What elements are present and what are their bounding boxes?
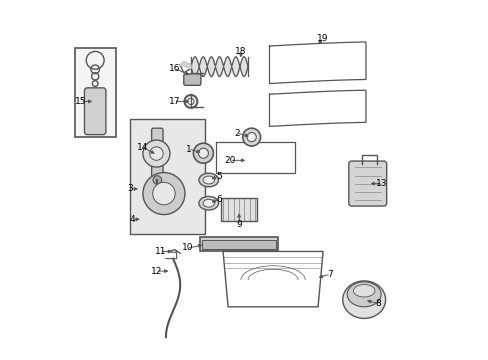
Text: 5: 5: [216, 172, 222, 181]
Ellipse shape: [199, 197, 218, 210]
Text: 4: 4: [129, 215, 135, 224]
Polygon shape: [180, 62, 190, 68]
Text: 3: 3: [127, 184, 133, 193]
Text: 2: 2: [234, 129, 240, 138]
Circle shape: [198, 148, 208, 158]
FancyBboxPatch shape: [348, 161, 386, 206]
Bar: [200, 237, 278, 251]
Text: 18: 18: [235, 47, 246, 56]
Bar: [130, 119, 205, 234]
Text: 7: 7: [326, 270, 332, 279]
Circle shape: [246, 132, 256, 142]
Text: 10: 10: [181, 243, 193, 252]
Text: 9: 9: [236, 220, 242, 229]
Text: 11: 11: [155, 247, 166, 256]
Text: 12: 12: [151, 267, 163, 276]
Ellipse shape: [199, 173, 218, 187]
Text: 17: 17: [168, 97, 180, 106]
Ellipse shape: [353, 284, 374, 297]
Bar: [202, 240, 275, 249]
Text: 19: 19: [317, 35, 328, 44]
Text: 6: 6: [216, 195, 222, 204]
Circle shape: [149, 147, 163, 160]
Ellipse shape: [346, 282, 380, 307]
Circle shape: [142, 140, 170, 167]
Text: 15: 15: [75, 97, 86, 106]
Circle shape: [142, 172, 184, 215]
FancyBboxPatch shape: [151, 128, 163, 182]
Circle shape: [193, 143, 213, 163]
Text: 13: 13: [375, 179, 387, 188]
Ellipse shape: [342, 281, 385, 319]
Text: 14: 14: [137, 143, 148, 152]
Ellipse shape: [203, 199, 214, 207]
FancyBboxPatch shape: [183, 74, 201, 85]
Text: 8: 8: [375, 299, 381, 308]
Bar: [221, 198, 257, 221]
FancyBboxPatch shape: [84, 88, 106, 135]
Bar: [75, 48, 116, 137]
Circle shape: [242, 128, 260, 146]
Text: 20: 20: [224, 156, 235, 165]
Circle shape: [153, 176, 162, 184]
Text: 16: 16: [168, 64, 180, 73]
Text: 1: 1: [186, 145, 192, 154]
Ellipse shape: [203, 176, 214, 184]
Circle shape: [152, 182, 175, 205]
